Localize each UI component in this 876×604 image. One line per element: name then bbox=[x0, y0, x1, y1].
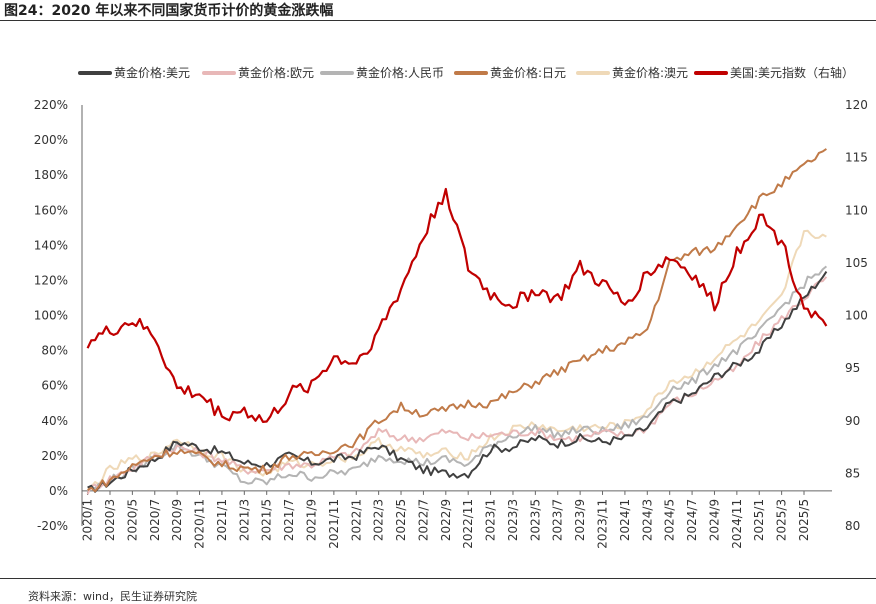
y-tick-label: 0% bbox=[49, 484, 68, 498]
x-tick-label: 2024/9 bbox=[707, 499, 721, 541]
x-tick-label: 2020/3 bbox=[103, 499, 117, 541]
series-line-3 bbox=[87, 148, 827, 493]
y2-tick-label: 90 bbox=[845, 414, 860, 428]
y-tick-label: -20% bbox=[37, 519, 68, 533]
y-tick-label: 180% bbox=[34, 168, 68, 182]
legend-label: 黄金价格:美元 bbox=[114, 65, 190, 80]
y2-tick-label: 95 bbox=[845, 361, 860, 375]
y2-tick-label: 110 bbox=[845, 203, 868, 217]
x-tick-label: 2025/1 bbox=[752, 499, 766, 541]
y-axis-left: 220% 200% 180% 160% 140% 120% 100% 80% 60% 40% 20%… bbox=[34, 98, 68, 533]
x-tick-label: 2021/3 bbox=[237, 499, 251, 541]
legend-label: 黄金价格:人民币 bbox=[356, 65, 444, 80]
x-tick-label: 2022/11 bbox=[461, 499, 475, 549]
x-tick-label: 2020/5 bbox=[125, 499, 139, 541]
y-tick-label: 80% bbox=[41, 344, 68, 358]
bottom-divider bbox=[0, 578, 876, 579]
y-tick-label: 200% bbox=[34, 133, 68, 147]
x-tick-label: 2021/11 bbox=[327, 499, 341, 549]
x-tick-label: 2021/1 bbox=[215, 499, 229, 541]
x-tick-label: 2024/5 bbox=[663, 499, 677, 541]
x-tick-label: 2023/9 bbox=[573, 499, 587, 541]
series-line-0 bbox=[87, 271, 828, 493]
legend-label: 黄金价格:澳元 bbox=[612, 65, 688, 80]
series-group bbox=[86, 148, 828, 495]
y-tick-label: 60% bbox=[41, 379, 68, 393]
y2-tick-label: 80 bbox=[845, 519, 860, 533]
y2-tick-label: 120 bbox=[845, 98, 868, 112]
y-tick-label: 140% bbox=[34, 238, 68, 252]
x-tick-label: 2023/1 bbox=[484, 499, 498, 541]
chart: 黄金价格:美元 黄金价格:欧元 黄金价格:人民币 黄金价格:日元 黄金价格:澳元 美国:美… bbox=[34, 65, 868, 549]
y-tick-label: 120% bbox=[34, 273, 68, 287]
x-tick-label: 2020/9 bbox=[170, 499, 184, 541]
x-axis: 2020/1 2020/3 2020/5 2020/7 2020/9 2020/11 202… bbox=[81, 105, 832, 549]
source-note: 资料来源：wind，民生证券研究院 bbox=[28, 590, 198, 603]
y2-tick-label: 115 bbox=[845, 151, 868, 165]
title-divider bbox=[0, 20, 876, 21]
x-tick-label: 2025/3 bbox=[775, 499, 789, 541]
y2-tick-label: 105 bbox=[845, 256, 868, 270]
x-tick-label: 2023/3 bbox=[506, 499, 520, 541]
x-tick-label: 2021/9 bbox=[304, 499, 318, 541]
y2-tick-label: 100 bbox=[845, 309, 868, 323]
x-tick-label: 2023/5 bbox=[528, 499, 542, 541]
x-tick-label: 2022/3 bbox=[372, 499, 386, 541]
legend-label: 黄金价格:欧元 bbox=[238, 65, 314, 80]
x-tick-label: 2023/7 bbox=[551, 499, 565, 541]
x-tick-label: 2021/5 bbox=[260, 499, 274, 541]
legend-label: 美国:美元指数（右轴） bbox=[730, 65, 854, 80]
x-tick-label: 2020/1 bbox=[81, 499, 95, 541]
legend-label: 黄金价格:日元 bbox=[490, 65, 566, 80]
x-tick-label: 2022/9 bbox=[439, 499, 453, 541]
x-tick-label: 2022/1 bbox=[349, 499, 363, 541]
y2-tick-label: 85 bbox=[845, 466, 860, 480]
legend: 黄金价格:美元 黄金价格:欧元 黄金价格:人民币 黄金价格:日元 黄金价格:澳元 美国:美… bbox=[78, 65, 854, 80]
x-tick-label: 2025/5 bbox=[797, 499, 811, 541]
x-tick-label: 2024/7 bbox=[685, 499, 699, 541]
figure-title: 图24：2020 年以来不同国家货币计价的黄金涨跌幅 bbox=[4, 3, 334, 19]
x-tick-label: 2020/11 bbox=[193, 499, 207, 549]
x-tick-label: 2024/1 bbox=[618, 499, 632, 541]
y-axis-right: 120 115 110 105 100 95 90 85 80 bbox=[845, 98, 868, 533]
x-tick-label: 2024/11 bbox=[730, 499, 744, 549]
x-tick-label: 2022/5 bbox=[394, 499, 408, 541]
y-tick-label: 40% bbox=[41, 414, 68, 428]
x-tick-label: 2024/3 bbox=[640, 499, 654, 541]
series-line-5 bbox=[86, 187, 828, 423]
y-tick-label: 220% bbox=[34, 98, 68, 112]
x-tick-label: 2023/11 bbox=[596, 499, 610, 549]
y-tick-label: 100% bbox=[34, 309, 68, 323]
y-tick-label: 160% bbox=[34, 203, 68, 217]
x-tick-label: 2020/7 bbox=[148, 499, 162, 541]
x-tick-label: 2022/7 bbox=[416, 499, 430, 541]
y-tick-label: 20% bbox=[41, 449, 68, 463]
x-tick-label: 2021/7 bbox=[282, 499, 296, 541]
